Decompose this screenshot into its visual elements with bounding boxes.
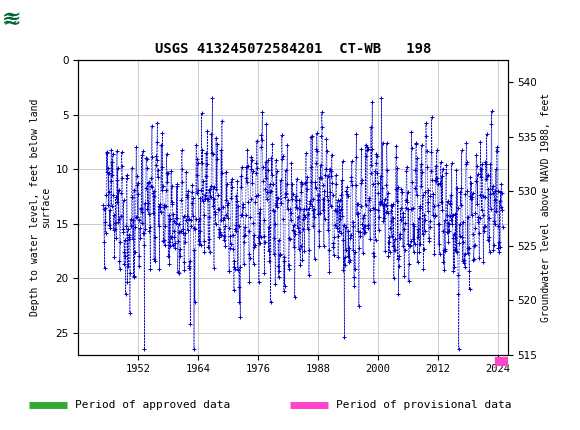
FancyBboxPatch shape xyxy=(2,4,34,36)
Text: Period of approved data: Period of approved data xyxy=(75,400,231,410)
Text: ≋: ≋ xyxy=(3,10,21,30)
Text: USGS: USGS xyxy=(41,11,96,29)
Text: Period of provisional data: Period of provisional data xyxy=(336,400,512,410)
Y-axis label: Groundwater level above NAVD 1988, feet: Groundwater level above NAVD 1988, feet xyxy=(541,93,551,322)
Y-axis label: Depth to water level, feet below land
surface: Depth to water level, feet below land su… xyxy=(30,99,51,316)
Text: ≋: ≋ xyxy=(2,10,18,30)
Bar xyxy=(2,3,37,37)
Title: USGS 413245072584201  CT-WB   198: USGS 413245072584201 CT-WB 198 xyxy=(155,42,431,56)
Bar xyxy=(495,357,508,366)
